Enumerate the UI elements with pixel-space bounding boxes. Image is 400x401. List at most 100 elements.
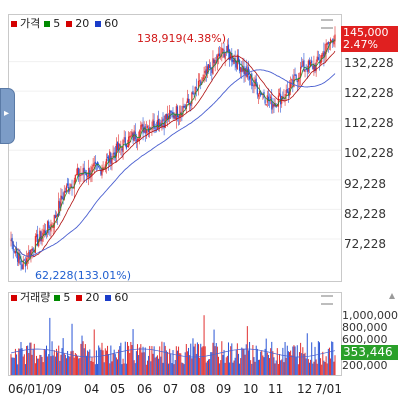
volume-y-tick: 200,000 xyxy=(342,359,388,372)
candle-body xyxy=(238,60,241,71)
volume-bar xyxy=(50,356,52,375)
volume-bar xyxy=(269,358,271,375)
volume-bar xyxy=(85,355,87,375)
candle-body xyxy=(80,173,82,176)
volume-bar xyxy=(229,362,231,375)
volume-bar xyxy=(251,363,253,375)
volume-bar xyxy=(318,342,320,375)
candle-body xyxy=(292,79,294,86)
candle-body xyxy=(126,145,129,148)
volume-chart xyxy=(10,315,336,375)
candle-body xyxy=(194,87,196,94)
volume-bar xyxy=(273,357,275,375)
candle-body xyxy=(214,60,216,66)
volume-bar xyxy=(84,344,86,375)
volume-bar xyxy=(179,353,181,375)
volume-y-tick: 1,000,000 xyxy=(342,309,398,322)
candle-body xyxy=(45,233,48,235)
candle-body xyxy=(125,144,127,149)
volume-bar xyxy=(301,353,303,375)
candle-body xyxy=(47,221,49,233)
volume-bar xyxy=(253,357,255,375)
candle-body xyxy=(287,91,289,96)
candle-body xyxy=(197,80,200,89)
volume-bar xyxy=(152,353,154,375)
volume-bar xyxy=(219,363,221,375)
volume-ma-line xyxy=(10,348,336,358)
volume-bar xyxy=(267,354,269,375)
candle-body xyxy=(88,168,90,177)
volume-bar xyxy=(79,358,81,375)
candle-body xyxy=(270,96,272,99)
volume-bar xyxy=(11,357,13,375)
volume-bar xyxy=(77,355,79,375)
volume-bar xyxy=(41,356,43,375)
volume-bar xyxy=(163,342,165,375)
candle-body xyxy=(304,69,306,72)
volume-bar xyxy=(328,347,330,375)
volume-bar xyxy=(275,360,277,375)
volume-bar xyxy=(270,348,272,375)
volume-bar xyxy=(51,341,53,375)
arrow-up-icon[interactable] xyxy=(388,292,396,300)
volume-bar xyxy=(99,347,101,375)
volume-bar xyxy=(281,359,283,375)
volume-bar xyxy=(209,359,211,375)
candle-body xyxy=(191,92,193,104)
ma5-line xyxy=(10,39,336,265)
volume-bar xyxy=(140,344,142,375)
candle-body xyxy=(276,105,278,107)
candle-body xyxy=(252,84,254,86)
ma60-label: 60 xyxy=(104,17,119,30)
volume-bar xyxy=(311,342,313,375)
volume-bar xyxy=(190,343,192,375)
side-panel-handle[interactable]: ▸ xyxy=(0,88,15,144)
x-label: 12 xyxy=(297,382,313,396)
volume-bar xyxy=(128,345,130,375)
candle-body xyxy=(19,253,21,260)
volume-bar xyxy=(16,354,18,375)
candle-body xyxy=(71,186,73,189)
price-panel[interactable]: 가격 5 20 60 138,919(4.38%) 62,228(133.01%… xyxy=(8,14,342,282)
volume-bar xyxy=(164,345,166,375)
candle-body xyxy=(128,136,130,148)
candle-body xyxy=(163,123,165,127)
candle-body xyxy=(59,201,61,209)
volume-panel[interactable]: 거래량 5 20 60 xyxy=(8,291,342,376)
candle-body xyxy=(146,126,149,128)
candle-body xyxy=(14,251,17,254)
candle-body xyxy=(75,173,78,175)
volume-bar xyxy=(204,346,206,375)
candle-body xyxy=(322,52,324,57)
volume-bar xyxy=(159,346,161,375)
collapse-icon[interactable] xyxy=(321,19,333,29)
volume-bar xyxy=(75,354,77,375)
candle-body xyxy=(23,259,25,261)
candle-body xyxy=(144,126,146,134)
candle-body xyxy=(295,74,297,80)
volume-bar xyxy=(82,341,84,375)
volume-bar xyxy=(18,348,20,375)
volume-bar xyxy=(266,352,268,375)
candle-body xyxy=(267,96,270,101)
candle-body xyxy=(18,252,20,264)
candle-body xyxy=(100,169,102,175)
volume-bar xyxy=(103,362,105,375)
volume-bar xyxy=(104,348,106,375)
candle-body xyxy=(132,133,134,141)
volume-bar xyxy=(160,356,162,375)
collapse-icon[interactable] xyxy=(321,295,333,305)
volume-bar xyxy=(32,349,34,375)
volume-bar xyxy=(214,346,216,375)
candle-body xyxy=(256,84,258,95)
volume-bar xyxy=(184,352,186,375)
volume-bar xyxy=(83,348,85,375)
candle-body xyxy=(159,122,161,127)
volume-bar xyxy=(172,350,174,375)
candle-body xyxy=(196,88,199,91)
ma20-swatch xyxy=(66,21,73,27)
volume-bar xyxy=(255,345,257,375)
candle-body xyxy=(90,174,92,176)
candle-body xyxy=(106,156,109,158)
volume-bar xyxy=(249,341,251,375)
